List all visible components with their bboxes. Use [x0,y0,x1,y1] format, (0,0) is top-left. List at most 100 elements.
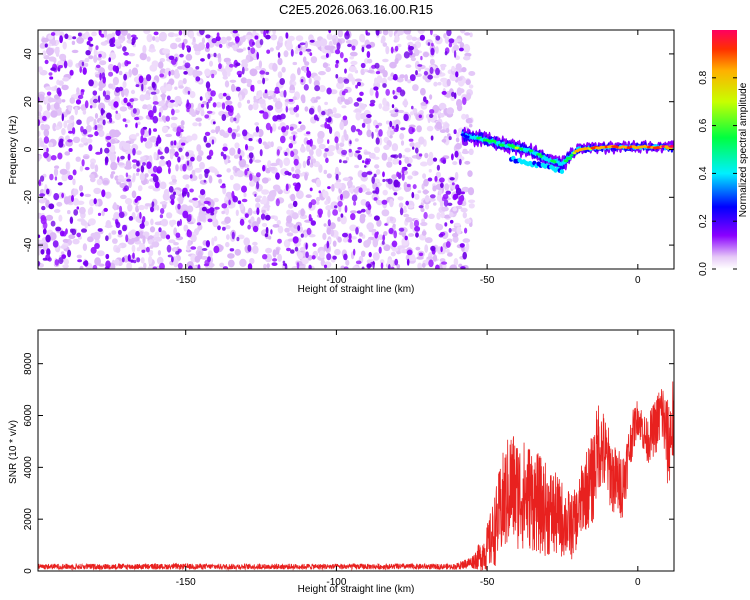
noise-blob [367,69,375,74]
noise-blob [424,195,430,203]
noise-blob [148,155,153,164]
noise-peak [123,97,128,104]
noise-blob [302,46,307,53]
noise-blob [159,201,168,205]
noise-blob [76,87,80,95]
noise-peak [139,223,145,229]
noise-blob [440,64,446,71]
noise-peak [166,244,172,253]
noise-peak [141,83,144,92]
noise-peak [207,99,211,104]
noise-blob [199,161,205,170]
noise-peak [48,72,53,76]
noise-blob [191,41,196,46]
noise-peak [204,259,210,266]
noise-blob [304,41,308,49]
noise-blob [249,180,256,187]
noise-peak [88,144,93,152]
noise-peak [217,225,221,231]
noise-blob [183,224,189,232]
noise-blob [403,213,410,218]
noise-blob [139,94,146,102]
noise-peak [169,194,176,201]
noise-blob [155,204,160,211]
noise-blob [315,96,321,100]
noise-peak [351,194,358,202]
noise-blob [385,120,390,125]
noise-peak [357,129,363,136]
noise-blob [246,145,255,151]
noise-blob [218,92,224,100]
noise-blob [301,257,309,265]
noise-peak [204,131,211,136]
noise-peak [222,92,227,97]
noise-peak [431,42,434,47]
noise-blob [267,235,272,240]
noise-peak [280,135,286,144]
noise-peak [357,81,361,87]
noise-peak [38,234,41,239]
noise-peak [132,148,136,156]
noise-blob [143,30,151,35]
noise-blob [334,248,341,256]
noise-peak [262,165,266,172]
noise-peak [372,260,375,269]
noise-blob [274,215,278,221]
noise-blob [386,129,391,138]
noise-blob [446,78,451,87]
noise-blob [347,180,353,188]
noise-blob [87,236,94,243]
snr-y-tick-label: 0 [23,568,34,574]
noise-peak [76,206,80,210]
noise-blob [316,196,321,202]
spectrogram-y-tick-label: -40 [23,237,34,252]
noise-peak [192,197,199,201]
noise-peak [308,214,312,220]
noise-peak [102,119,106,126]
noise-peak [297,44,301,49]
snr-x-label: Height of straight line (km) [298,584,415,595]
noise-peak [361,171,368,178]
noise-peak [359,91,364,97]
noise-blob [394,119,401,126]
noise-peak [366,114,372,118]
noise-blob [255,95,261,99]
noise-peak [221,114,227,121]
noise-peak [399,89,406,97]
noise-peak [72,36,77,40]
noise-peak [335,173,339,181]
noise-peak [173,191,176,196]
noise-blob [238,94,243,102]
noise-blob [162,48,171,54]
noise-blob [467,170,473,178]
noise-peak [148,127,152,136]
noise-blob [349,56,355,60]
noise-peak [454,150,459,158]
noise-peak [254,193,257,197]
noise-peak [348,233,352,240]
noise-peak [94,125,98,130]
noise-peak [38,119,41,127]
noise-blob [360,250,366,257]
noise-blob [292,81,297,86]
noise-peak [187,265,193,269]
noise-peak [306,70,312,78]
noise-peak [448,228,452,233]
noise-peak [76,119,82,125]
noise-blob [138,242,146,250]
noise-peak [199,30,205,36]
noise-peak [48,203,55,210]
noise-peak [82,67,87,75]
noise-blob [278,35,284,44]
spectrogram-noise-layer [38,30,476,269]
noise-blob [365,191,373,196]
snr-frame [37,329,675,572]
noise-blob [279,159,283,169]
noise-peak [210,211,215,216]
noise-blob [374,128,379,133]
noise-blob [76,36,84,44]
noise-blob [372,238,379,248]
noise-peak [308,201,313,209]
noise-peak [292,200,298,208]
noise-peak [190,156,195,162]
